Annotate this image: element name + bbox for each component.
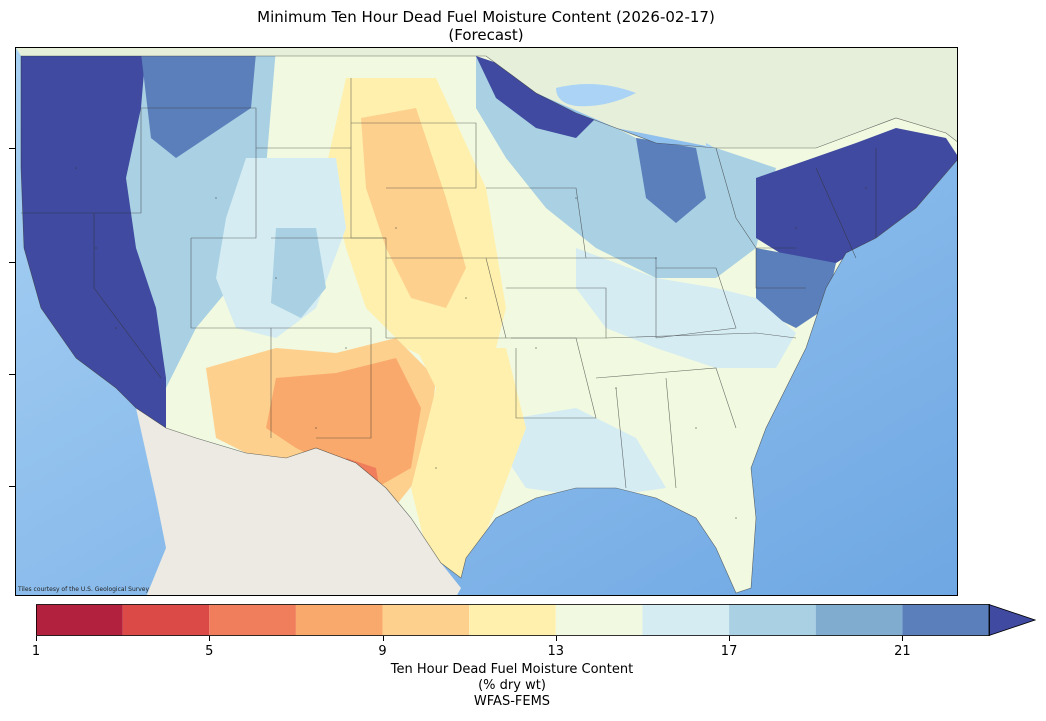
colorbar-bin [209,604,296,636]
map-panel[interactable] [15,47,958,596]
colorbar-bin [382,604,470,636]
chart-title: Minimum Ten Hour Dead Fuel Moisture Cont… [0,8,972,44]
y-axis-tick [9,262,15,263]
colorbar-label-line-2: (% dry wt) [478,678,546,693]
colorbar-bin [729,604,816,636]
colorbar-outline [36,604,990,636]
colorbar-tick-label: 5 [205,644,214,659]
mexico-land [136,408,461,595]
fuel-moisture-map [16,48,957,595]
colorbar-label-line-1: Ten Hour Dead Fuel Moisture Content [390,662,634,677]
colorbar-bin [122,604,210,636]
colorbar-tick-label: 17 [720,644,738,659]
colorbar-bin [902,604,989,636]
lake-superior [556,84,636,107]
colorbar-tick-label: 1 [31,644,41,659]
colorbar-tick [902,636,904,641]
y-axis-tick [9,148,15,149]
title-line-1: Minimum Ten Hour Dead Fuel Moisture Cont… [257,8,715,26]
canada-land [16,48,957,148]
colorbar-tick [382,636,384,641]
colorbar-tick [36,636,37,641]
colorbar-tick [555,636,557,641]
colorbar-label: Ten Hour Dead Fuel Moisture Content (% d… [0,662,1024,710]
colorbar-bin [642,604,730,636]
state-borders [20,55,957,594]
colorbar-bin [36,604,123,636]
colorbar-bin [815,604,903,636]
colorbar-tick-label: 13 [547,644,565,659]
colorbar-tick-label: 9 [378,644,387,659]
colorbar-bin [295,604,383,636]
colorbar-tick [209,636,211,641]
colorbar-bin [555,604,643,636]
colorbar-label-line-3: WFAS-FEMS [473,694,551,709]
colorbar-tick-label: 21 [894,644,911,659]
y-axis-tick [9,486,15,487]
title-line-2: (Forecast) [448,26,524,44]
colorbar [36,604,1036,636]
y-axis-tick [9,374,15,375]
colorbar-bin [469,604,556,636]
colorbar-tick [729,636,731,641]
map-tile-credit: Tiles courtesy of the U.S. Geological Su… [18,586,150,593]
colorbar-extend-arrow [988,604,1036,636]
